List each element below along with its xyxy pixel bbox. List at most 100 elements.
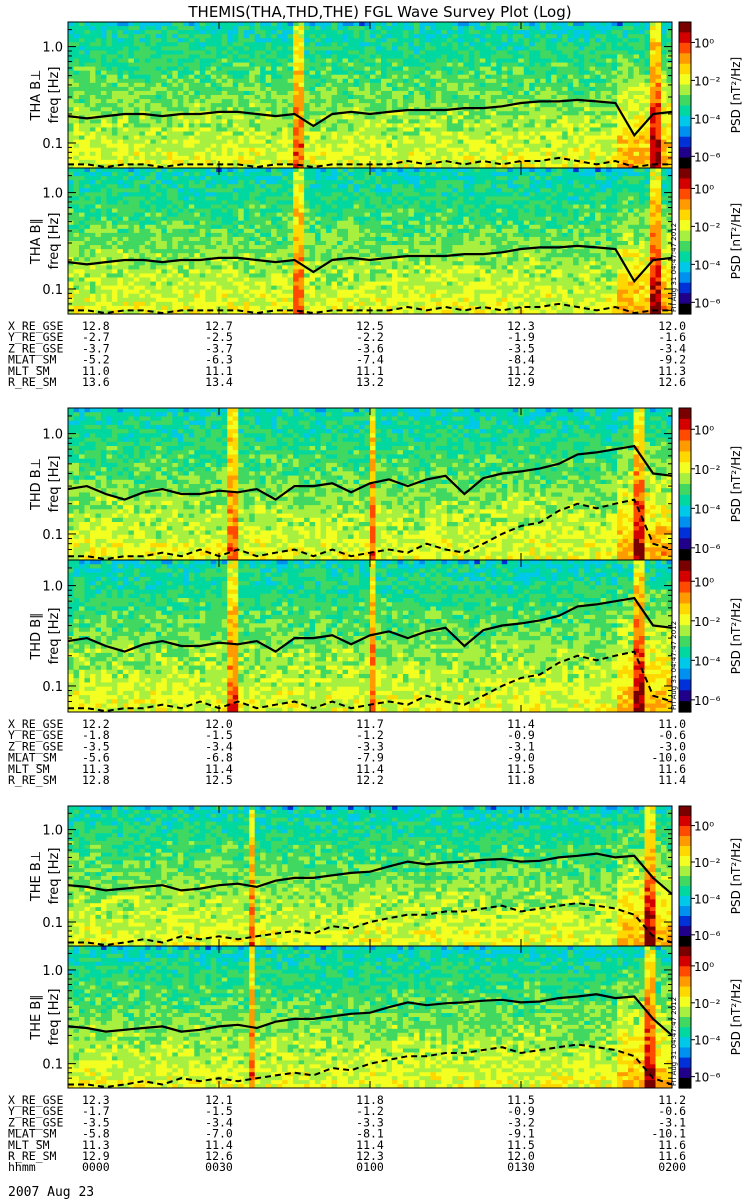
heatmap-cell: [370, 58, 376, 64]
heatmap-cell: [84, 78, 91, 84]
heatmap-cell: [84, 172, 91, 177]
heatmap-cell: [622, 151, 629, 157]
heatmap-cell: [402, 38, 409, 43]
heatmap-cell: [545, 103, 552, 108]
heatmap-cell: [589, 38, 596, 43]
heatmap-cell: [199, 245, 206, 250]
heatmap-cell: [117, 172, 124, 177]
heatmap-cell: [633, 38, 640, 43]
heatmap-cell: [150, 305, 157, 311]
heatmap-cell: [100, 155, 107, 161]
heatmap-cell: [144, 192, 151, 197]
heatmap-cell: [540, 54, 547, 59]
heatmap-cell: [78, 297, 85, 303]
heatmap-cell: [243, 147, 250, 153]
heatmap-cell: [177, 204, 184, 210]
heatmap-cell: [249, 54, 256, 59]
heatmap-cell: [238, 99, 245, 104]
heatmap-cell: [644, 163, 651, 169]
heatmap-cell: [639, 74, 646, 80]
heatmap-cell: [386, 95, 393, 100]
heatmap-cell: [188, 127, 195, 132]
heatmap-cell: [375, 151, 382, 157]
heatmap-cell: [348, 46, 355, 51]
heatmap-cell: [188, 236, 195, 242]
heatmap-cell: [666, 86, 673, 92]
heatmap-cell: [578, 155, 585, 161]
heatmap-cell: [326, 70, 333, 76]
heatmap-cell: [573, 139, 580, 145]
heatmap-cell: [375, 78, 382, 84]
heatmap-cell: [100, 285, 107, 291]
heatmap-cell: [320, 90, 327, 96]
heatmap-cell: [611, 163, 618, 169]
heatmap-cell: [337, 66, 344, 72]
heatmap-cell: [139, 50, 146, 55]
heatmap-cell: [205, 22, 212, 27]
heatmap-cell: [595, 62, 602, 68]
heatmap-cell: [122, 208, 129, 214]
heatmap-cell: [188, 297, 195, 303]
heatmap-cell: [150, 70, 157, 76]
heatmap-cell: [540, 95, 547, 100]
heatmap-cell: [238, 139, 245, 145]
heatmap-cell: [106, 204, 113, 210]
heatmap-cell: [89, 26, 96, 31]
heatmap-cell: [326, 74, 333, 80]
heatmap-cell: [84, 196, 91, 201]
heatmap-cell: [573, 26, 580, 31]
heatmap-cell: [144, 293, 151, 299]
heatmap-cell: [100, 131, 107, 137]
heatmap-cell: [177, 261, 184, 266]
heatmap-cell: [84, 127, 91, 132]
heatmap-cell: [496, 159, 503, 165]
heatmap-cell: [221, 26, 228, 31]
heatmap-cell: [194, 42, 201, 47]
heatmap-cell: [309, 74, 316, 80]
heatmap-cell: [353, 70, 360, 76]
heatmap-cell: [435, 163, 442, 169]
heatmap-cell: [122, 54, 129, 59]
heatmap-cell: [205, 62, 212, 68]
heatmap-cell: [117, 38, 124, 43]
heatmap-cell: [639, 22, 646, 27]
heatmap-cell: [68, 74, 74, 80]
heatmap-cell: [177, 253, 184, 258]
heatmap-cell: [183, 42, 190, 47]
heatmap-cell: [298, 119, 305, 124]
heatmap-cell: [111, 90, 118, 96]
heatmap-cell: [205, 277, 212, 283]
heatmap-cell: [89, 253, 96, 258]
heatmap-cell: [254, 34, 261, 39]
heatmap-cell: [523, 26, 530, 31]
heatmap-cell: [188, 204, 195, 210]
heatmap-cell: [463, 38, 470, 43]
heatmap-cell: [161, 86, 168, 92]
heatmap-cell: [386, 74, 393, 80]
heatmap-cell: [633, 82, 640, 88]
heatmap-cell: [221, 70, 228, 76]
heatmap-cell: [337, 99, 344, 104]
heatmap-cell: [348, 62, 355, 68]
heatmap-cell: [529, 103, 536, 108]
heatmap-cell: [276, 22, 283, 27]
heatmap-cell: [73, 95, 80, 100]
heatmap-cell: [457, 139, 464, 145]
heatmap-cell: [117, 289, 124, 295]
heatmap-cell: [111, 26, 118, 31]
heatmap-cell: [622, 46, 629, 51]
heatmap-cell: [172, 200, 179, 205]
heatmap-cell: [161, 159, 168, 165]
heatmap-cell: [507, 62, 514, 68]
heatmap-cell: [545, 147, 552, 153]
heatmap-cell: [545, 135, 552, 141]
heatmap-cell: [391, 135, 398, 141]
heatmap-cell: [95, 135, 102, 141]
heatmap-cell: [84, 301, 91, 307]
heatmap-cell: [249, 103, 256, 108]
heatmap-cell: [490, 66, 497, 72]
colorbar-swatch: [679, 105, 691, 117]
heatmap-cell: [364, 74, 371, 80]
heatmap-cell: [199, 172, 206, 177]
heatmap-cell: [523, 155, 530, 161]
